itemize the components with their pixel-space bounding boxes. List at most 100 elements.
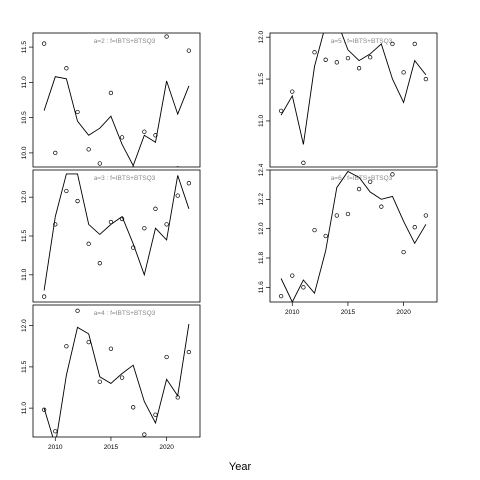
- panel-3: a=4 : f=IBTS+BTSQ3 11.0 11.5 12.0 2010 2015 20…: [21, 304, 201, 451]
- observed-point: [356, 186, 362, 192]
- observed-point: [97, 261, 102, 266]
- panel-data: [278, 29, 429, 165]
- observed-point: [401, 70, 406, 75]
- fitted-line: [280, 170, 427, 302]
- observed-point: [334, 60, 339, 65]
- observed-point: [290, 89, 295, 94]
- observed-point: [368, 179, 373, 184]
- x-tick-label: 2015: [104, 444, 119, 451]
- observed-point: [53, 429, 58, 434]
- x-axis-label: Year: [229, 461, 252, 473]
- y-tick-label: 10.0: [21, 146, 28, 159]
- x-tick-label: 2010: [48, 444, 63, 451]
- observed-point: [53, 150, 58, 156]
- panel-data: [41, 308, 192, 437]
- observed-point: [75, 198, 80, 204]
- observed-point: [379, 204, 384, 209]
- panel-data: [41, 34, 192, 167]
- panel-frame: [269, 32, 438, 168]
- panel-5: a=6 : f=IBTS+BTSQ3 11.6 11.8 12.0 12.2 12.4 20…: [258, 163, 438, 316]
- observed-point: [64, 344, 69, 349]
- y-tick-label: 10.5: [21, 111, 28, 124]
- observed-point: [64, 188, 69, 194]
- observed-point: [164, 222, 169, 227]
- panel-frame: [32, 304, 201, 438]
- fitted-line: [280, 33, 427, 145]
- observed-point: [108, 90, 114, 96]
- y-tick-label: 12.0: [258, 30, 265, 43]
- panel-data: [41, 173, 192, 299]
- observed-point: [301, 285, 306, 290]
- y-tick-label: 11.5: [21, 230, 28, 243]
- observed-point: [278, 108, 284, 114]
- observed-point: [131, 166, 135, 167]
- panel-title: a=3 : f=IBTS+BTSQ3: [94, 175, 156, 182]
- y-tick-label: 11.8: [258, 252, 265, 265]
- observed-point: [108, 219, 114, 225]
- y-tick-label: 12.0: [21, 190, 28, 203]
- y-tick-label: 11.5: [21, 41, 28, 54]
- observed-point: [380, 29, 384, 33]
- panel-frame: [269, 169, 438, 303]
- observed-point: [131, 245, 136, 250]
- observed-point: [53, 222, 58, 227]
- y-tick-label: 12.0: [258, 222, 265, 235]
- observed-point: [412, 41, 417, 47]
- x-tick-label: 2015: [341, 309, 356, 316]
- panel-4: a=5 : f=IBTS+BTSQ3 11.0 11.5 12.0: [258, 29, 438, 168]
- y-tick-label: 11.0: [258, 114, 265, 127]
- observed-point: [153, 133, 158, 138]
- observed-point: [41, 407, 47, 412]
- observed-point: [86, 147, 91, 152]
- observed-point: [175, 395, 180, 400]
- observed-point: [278, 293, 284, 299]
- panel-2: a=3 : f=IBTS+BTSQ3 11.0 11.5 12.0: [21, 169, 201, 303]
- fitted-line: [43, 76, 190, 167]
- observed-point: [368, 55, 373, 60]
- observed-point: [142, 129, 147, 134]
- observed-point: [312, 50, 317, 55]
- fitted-line: [43, 323, 190, 437]
- observed-point: [108, 346, 114, 351]
- observed-point: [119, 375, 125, 380]
- panel-title: a=4 : f=IBTS+BTSQ3: [94, 310, 156, 317]
- y-tick-label: 12.4: [258, 163, 265, 176]
- observed-point: [345, 211, 351, 217]
- x-tick-label: 2020: [396, 309, 411, 316]
- x-tick-label: 2020: [159, 444, 174, 451]
- observed-point: [41, 294, 47, 299]
- panel-title: a=5 : f=IBTS+BTSQ3: [331, 38, 393, 45]
- observed-point: [301, 160, 306, 165]
- observed-point: [164, 354, 169, 360]
- y-tick-label: 11.0: [21, 268, 28, 281]
- observed-point: [290, 273, 295, 278]
- observed-point: [41, 41, 47, 46]
- observed-point: [142, 226, 147, 231]
- panel-title: a=6 : f=IBTS+BTSQ3: [331, 175, 393, 182]
- observed-point: [119, 135, 125, 140]
- observed-point: [401, 249, 406, 255]
- observed-point: [334, 213, 339, 218]
- x-tick-label: 2010: [285, 309, 300, 316]
- observed-point: [142, 432, 147, 437]
- observed-point: [97, 161, 102, 166]
- y-tick-label: 11.6: [258, 281, 265, 294]
- observed-point: [131, 405, 136, 410]
- observed-point: [186, 48, 192, 53]
- observed-point: [175, 193, 180, 198]
- panel-frame: [32, 32, 201, 168]
- y-tick-label: 11.0: [21, 76, 28, 89]
- observed-point: [423, 213, 429, 218]
- observed-point: [153, 206, 158, 211]
- observed-point: [86, 241, 91, 246]
- observed-point: [153, 412, 158, 417]
- y-tick-label: 12.0: [21, 319, 28, 332]
- panel-data: [278, 170, 429, 302]
- observed-point: [186, 181, 192, 186]
- observed-point: [75, 109, 80, 115]
- observed-point: [64, 66, 69, 71]
- observed-point: [186, 349, 192, 355]
- y-tick-label: 11.5: [258, 73, 265, 86]
- observed-point: [390, 41, 395, 47]
